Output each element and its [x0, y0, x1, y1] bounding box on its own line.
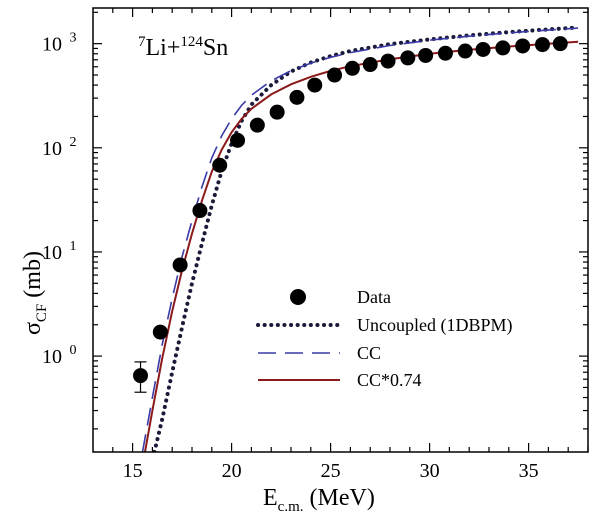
data-point	[475, 41, 491, 57]
data-point	[269, 104, 285, 120]
y-tick-label: 10	[42, 346, 62, 368]
y-tick-label-exponent: 0	[70, 343, 77, 358]
legend: Data Uncoupled (1DBPM) CC CC*0.74	[256, 287, 513, 390]
data-point	[289, 89, 305, 105]
plot-area	[92, 7, 589, 453]
data-point	[418, 47, 434, 63]
data-point	[534, 37, 550, 53]
x-axis-title: Ec.m. (MeV)	[263, 485, 375, 515]
y-tick-labels: 10 0 10 1 10 2 10 3	[42, 31, 77, 368]
y-tick-label-exponent: 1	[70, 239, 77, 254]
y-tick-label-exponent: 3	[70, 31, 77, 46]
legend-label-uncoupled: Uncoupled (1DBPM)	[357, 315, 513, 336]
data-point	[515, 38, 531, 54]
y-axis-title-main: σ	[20, 322, 46, 335]
data-point	[437, 45, 453, 61]
y-tick-label-exponent: 2	[70, 135, 77, 150]
series-line-1	[152, 25, 581, 452]
data-point	[172, 257, 188, 273]
data-point	[362, 57, 378, 73]
ticks-layer	[93, 8, 589, 452]
y-tick-label: 10	[42, 138, 62, 160]
annotation-mass-sn: 124	[180, 34, 203, 50]
data-points-layer	[133, 36, 568, 393]
data-point	[152, 324, 168, 340]
series-line-2	[141, 27, 579, 452]
y-axis-title-sub: CF	[34, 304, 50, 322]
annotation-sn: Sn	[203, 35, 228, 61]
x-tick-label: 25	[321, 460, 341, 482]
data-point	[380, 53, 396, 69]
data-point	[192, 203, 208, 219]
data-point	[327, 67, 343, 83]
x-tick-labels: 15 20 25 30 35	[123, 460, 539, 482]
x-axis-title-unit: (MeV)	[304, 485, 375, 511]
annotation-li: Li+	[146, 35, 181, 61]
reaction-annotation: 7Li+124Sn	[138, 34, 228, 61]
annotation-mass-li: 7	[138, 34, 146, 50]
x-tick-label: 35	[519, 460, 539, 482]
y-tick-label: 10	[42, 242, 62, 264]
x-tick-label: 15	[123, 460, 143, 482]
data-point	[495, 40, 511, 56]
legend-swatch-data	[290, 289, 306, 305]
curves-layer	[141, 25, 581, 452]
data-point	[552, 36, 568, 52]
x-tick-label: 30	[420, 460, 440, 482]
y-axis-title: σCF (mb)	[20, 251, 50, 335]
legend-label-cc: CC	[357, 343, 381, 363]
series-line-3	[143, 40, 579, 452]
y-tick-label: 10	[42, 34, 62, 56]
data-point	[230, 132, 246, 148]
data-point	[307, 77, 323, 93]
data-point	[133, 368, 149, 384]
legend-label-cc-scaled: CC*0.74	[357, 370, 422, 390]
data-point	[212, 157, 228, 173]
data-point	[400, 50, 416, 66]
x-axis-title-sub: c.m.	[278, 499, 304, 515]
y-axis-title-unit: (mb)	[20, 251, 46, 304]
data-point	[344, 60, 360, 76]
plot-frame	[92, 7, 589, 453]
data-point	[249, 117, 265, 133]
x-axis-title-main: E	[263, 485, 278, 511]
data-point	[457, 43, 473, 59]
x-tick-label: 20	[222, 460, 242, 482]
legend-label-data: Data	[357, 287, 391, 307]
